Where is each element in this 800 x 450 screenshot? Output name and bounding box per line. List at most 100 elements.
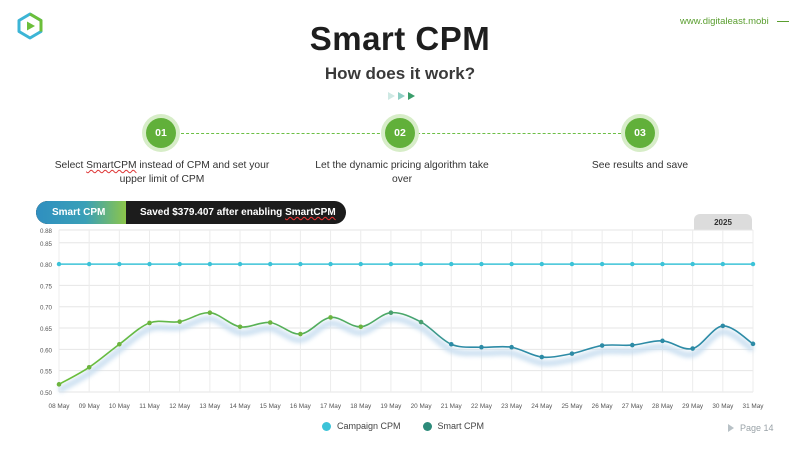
x-tick-label: 30 May <box>712 403 734 410</box>
y-tick-label: 0.65 <box>40 326 53 333</box>
savings-message-text: Saved $379.407 after enabling <box>140 207 286 218</box>
legend-label-smart-cpm: Smart CPM <box>437 421 485 431</box>
smart-cpm-point <box>298 331 303 337</box>
step-1-text: Select SmartCPM instead of CPM and set y… <box>52 159 272 187</box>
smart-cpm-point <box>539 354 545 360</box>
x-tick-label: 13 May <box>199 403 221 410</box>
x-tick-label: 12 May <box>169 403 191 410</box>
x-tick-label: 22 May <box>471 403 493 410</box>
y-tick-label: 0.75 <box>40 283 53 290</box>
x-tick-label: 08 May <box>49 403 71 410</box>
smart-cpm-point <box>328 315 333 320</box>
campaign-cpm-point <box>56 261 62 267</box>
x-tick-label: 09 May <box>79 403 101 410</box>
savings-banner-label: Smart CPM <box>36 201 126 224</box>
x-tick-label: 25 May <box>561 403 583 410</box>
smart-cpm-point <box>448 341 454 347</box>
step-3-text: See results and save <box>591 160 689 171</box>
y-tick-label: 0.88 <box>40 228 53 235</box>
campaign-cpm-point <box>268 261 273 267</box>
x-tick-label: 10 May <box>109 403 131 410</box>
smart-cpm-point <box>569 351 575 356</box>
y-tick-label: 0.55 <box>40 369 53 376</box>
smart-cpm-point <box>599 343 605 348</box>
smart-cpm-point <box>630 342 635 348</box>
savings-banner-message: Saved $379.407 after enabling SmartCPM <box>126 207 336 218</box>
step-2-text: Let the dynamic pricing algorithm take o… <box>315 160 489 185</box>
smart-cpm-point <box>267 320 273 325</box>
smart-cpm-point <box>177 319 182 324</box>
x-tick-label: 19 May <box>380 403 402 410</box>
step-1-badge: 01 <box>146 118 176 148</box>
campaign-cpm-point <box>750 261 756 267</box>
smart-cpm-point <box>418 319 424 325</box>
smart-cpm-point <box>147 320 152 326</box>
legend-dot-smart-cpm <box>422 421 432 431</box>
x-tick-label: 29 May <box>682 403 704 410</box>
chart-legend: Campaign CPM Smart CPM <box>322 421 484 431</box>
campaign-cpm-point <box>207 261 213 267</box>
year-tab[interactable]: 2025 <box>694 214 752 230</box>
campaign-cpm-point <box>449 261 454 267</box>
website-url: www.digitaleast.mobi <box>680 16 769 27</box>
smart-cpm-point <box>207 310 213 316</box>
campaign-cpm-point <box>660 261 665 267</box>
campaign-cpm-point <box>86 261 92 267</box>
smart-cpm-point <box>479 344 484 350</box>
campaign-cpm-point <box>237 261 243 267</box>
smart-cpm-point <box>660 338 665 344</box>
x-tick-label: 31 May <box>743 403 765 410</box>
campaign-cpm-point <box>479 261 484 267</box>
campaign-cpm-point <box>690 261 695 267</box>
campaign-cpm-point <box>418 261 424 267</box>
page-number-label: Page 14 <box>740 423 774 433</box>
smart-cpm-point <box>720 323 726 329</box>
page-subtitle: How does it work? <box>324 64 476 83</box>
smart-cpm-point <box>509 344 514 350</box>
legend-item-smart-cpm[interactable]: Smart CPM <box>422 421 485 431</box>
step-1-text-highlight: SmartCPM <box>86 160 137 171</box>
x-tick-label: 20 May <box>411 403 433 410</box>
triple-arrow-icon <box>388 92 415 100</box>
x-tick-label: 16 May <box>290 403 312 410</box>
x-tick-label: 14 May <box>230 403 252 410</box>
y-tick-label: 0.50 <box>40 390 53 397</box>
legend-item-campaign-cpm[interactable]: Campaign CPM <box>322 421 401 431</box>
campaign-cpm-point <box>147 261 152 267</box>
y-tick-label: 0.60 <box>40 347 53 354</box>
savings-banner: Smart CPM Saved $379.407 after enabling … <box>36 201 346 224</box>
website-link[interactable]: www.digitaleast.mobi <box>680 16 789 27</box>
campaign-cpm-point <box>630 261 635 267</box>
page-title: Smart CPM <box>309 20 491 57</box>
y-tick-label: 0.80 <box>40 262 53 269</box>
x-tick-label: 28 May <box>652 403 674 410</box>
smart-cpm-point <box>237 324 243 330</box>
x-tick-label: 26 May <box>592 403 614 410</box>
step-2-badge: 02 <box>385 118 415 148</box>
campaign-cpm-point <box>328 261 333 267</box>
campaign-cpm-point <box>298 261 303 267</box>
savings-message-highlight: SmartCPM <box>285 207 336 218</box>
x-tick-label: 17 May <box>320 403 342 410</box>
campaign-cpm-point <box>177 261 182 267</box>
step-3-badge: 03 <box>625 118 655 148</box>
campaign-cpm-point <box>117 261 122 267</box>
campaign-cpm-point <box>569 261 575 267</box>
x-tick-label: 23 May <box>501 403 523 410</box>
step-1-text-a: Select <box>54 160 87 171</box>
play-logo-icon <box>17 12 43 40</box>
play-triangle-icon <box>728 424 734 432</box>
x-tick-label: 21 May <box>441 403 463 410</box>
campaign-cpm-point <box>358 261 363 267</box>
smart-cpm-point <box>388 310 394 316</box>
smart-cpm-line-shadow <box>57 315 755 393</box>
smart-cpm-point <box>56 382 62 387</box>
x-tick-label: 15 May <box>260 403 282 410</box>
page-number: Page 14 <box>728 423 774 433</box>
smart-cpm-point <box>358 324 364 330</box>
smart-cpm-point <box>86 364 92 370</box>
campaign-cpm-point <box>509 261 514 267</box>
y-tick-label: 0.70 <box>40 305 53 312</box>
campaign-cpm-point <box>720 261 726 267</box>
